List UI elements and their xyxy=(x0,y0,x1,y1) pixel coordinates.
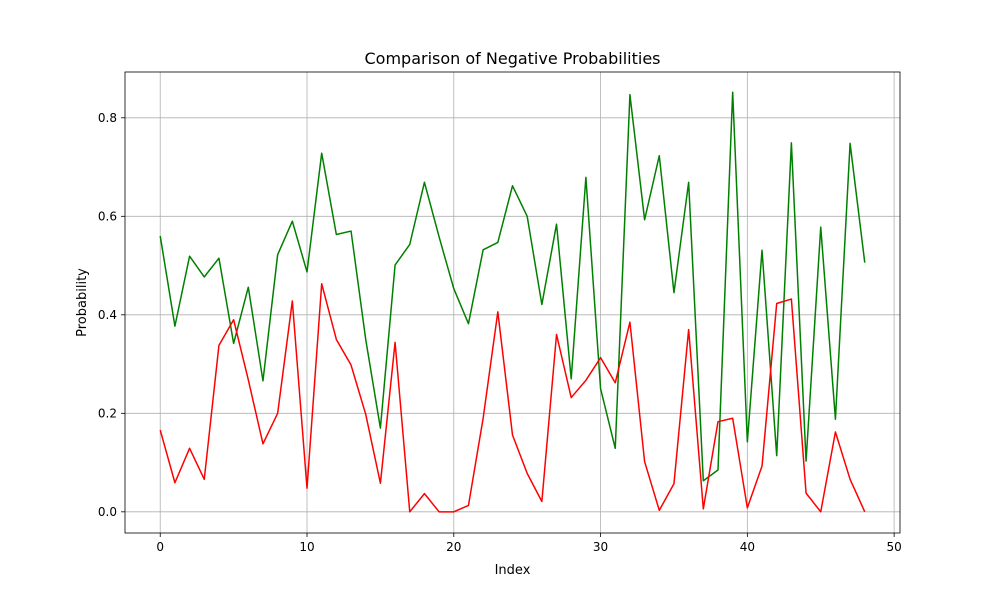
axis-ticks: 0 10 20 30 40 50 0.0 0.2 0.4 0.6 0.8 xyxy=(98,111,902,554)
x-axis-label: Index xyxy=(495,563,531,578)
x-tick-label: 40 xyxy=(740,540,755,554)
y-tick-label: 0.8 xyxy=(98,111,117,125)
y-tick-label: 0.4 xyxy=(98,308,117,322)
y-tick-label: 0.6 xyxy=(98,209,117,223)
y-tick-label: 0.2 xyxy=(98,406,117,420)
y-axis-label: Probability xyxy=(75,268,90,337)
x-tick-label: 20 xyxy=(446,540,461,554)
series-group xyxy=(159,91,866,513)
grid-lines xyxy=(125,72,900,533)
series-line-1 xyxy=(159,91,866,482)
x-tick-label: 10 xyxy=(299,540,314,554)
x-tick-label: 0 xyxy=(156,540,164,554)
y-tick-label: 0.0 xyxy=(98,505,117,519)
chart-title: Comparison of Negative Probabilities xyxy=(364,49,660,68)
x-tick-label: 30 xyxy=(593,540,608,554)
plot-frame xyxy=(124,71,901,534)
x-tick-label: 50 xyxy=(886,540,901,554)
series-line-2 xyxy=(159,283,866,513)
